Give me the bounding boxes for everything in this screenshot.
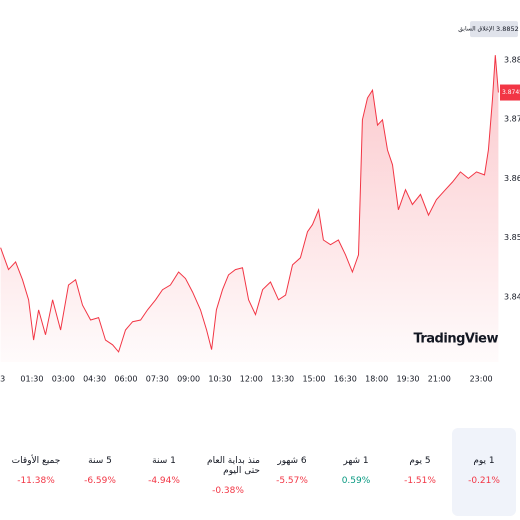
period-change: -4.94%	[148, 476, 180, 486]
period-label: جميع الأوقات	[11, 456, 61, 466]
x-tick-label: 13:30	[271, 375, 294, 384]
period-label: 5 سنة	[88, 456, 112, 466]
period-item[interactable]: 1 سنة -4.94%	[132, 428, 196, 516]
x-tick-label: 09:00	[177, 375, 200, 384]
period-bar: 1 يوم -0.21% 5 يوم -1.51% 1 شهر 0.59% 6 شهور -5…	[0, 428, 520, 516]
period-change: -0.38%	[212, 486, 244, 496]
y-tick-label: 3.8600	[504, 174, 520, 183]
period-item[interactable]: 1 يوم -0.21%	[452, 428, 516, 516]
period-change: 0.59%	[341, 476, 371, 486]
period-label: 1 شهر	[343, 456, 369, 466]
period-label: 6 شهور	[277, 456, 307, 466]
y-tick-label: 3.8400	[504, 292, 520, 301]
period-item[interactable]: 5 سنة -6.59%	[68, 428, 132, 516]
area-fill	[0, 55, 499, 362]
period-change: -5.57%	[276, 476, 308, 486]
x-tick-label: 16:30	[334, 375, 357, 384]
period-change: -0.21%	[468, 476, 500, 486]
price-line	[0, 55, 499, 353]
period-change: -11.38%	[17, 476, 55, 486]
x-tick-label: 21:00	[428, 375, 451, 384]
x-tick-label: 07:30	[146, 375, 169, 384]
period-item[interactable]: 1 شهر 0.59%	[324, 428, 388, 516]
last-price-box	[500, 84, 520, 101]
period-item[interactable]: منذ بداية العام حتى اليوم -0.38%	[196, 428, 260, 516]
prev-close-label: الإغلاق السابق	[458, 26, 494, 33]
x-tick-label: 10:30	[208, 375, 231, 384]
tradingview-logo: TradingView	[413, 332, 498, 347]
y-tick-label: 3.8700	[504, 115, 520, 124]
period-change: -6.59%	[84, 476, 116, 486]
prev-close-box	[470, 21, 518, 38]
x-tick-label: 06:00	[114, 375, 137, 384]
x-tick-label: 23:00	[470, 375, 493, 384]
period-label: منذ بداية العام حتى اليوم	[207, 456, 260, 476]
period-item[interactable]: 5 يوم -1.51%	[388, 428, 452, 516]
period-change: -1.51%	[404, 476, 436, 486]
chart: 3.8800 3.8700 3.8600 3.8500 3.8400 3 01:30 03:0…	[0, 21, 520, 384]
x-tick-label: 04:30	[83, 375, 106, 384]
period-item[interactable]: جميع الأوقات -11.38%	[4, 428, 68, 516]
period-item[interactable]: 6 شهور -5.57%	[260, 428, 324, 516]
period-label: 1 سنة	[152, 456, 176, 466]
y-tick-label: 3.8800	[504, 55, 520, 64]
x-tick-label: 18:00	[365, 375, 388, 384]
period-label: 1 يوم	[473, 456, 495, 466]
x-tick-label: 3	[0, 375, 5, 384]
prev-close-value: 3.8852	[496, 25, 519, 33]
x-tick-label: 15:00	[302, 375, 325, 384]
x-tick-label: 03:00	[52, 375, 75, 384]
x-tick-label: 12:00	[240, 375, 263, 384]
last-price-value: 3.8745	[502, 89, 520, 96]
x-tick-label: 01:30	[20, 375, 43, 384]
y-tick-label: 3.8500	[504, 233, 520, 242]
period-label: 5 يوم	[409, 456, 431, 466]
x-tick-label: 19:30	[396, 375, 419, 384]
